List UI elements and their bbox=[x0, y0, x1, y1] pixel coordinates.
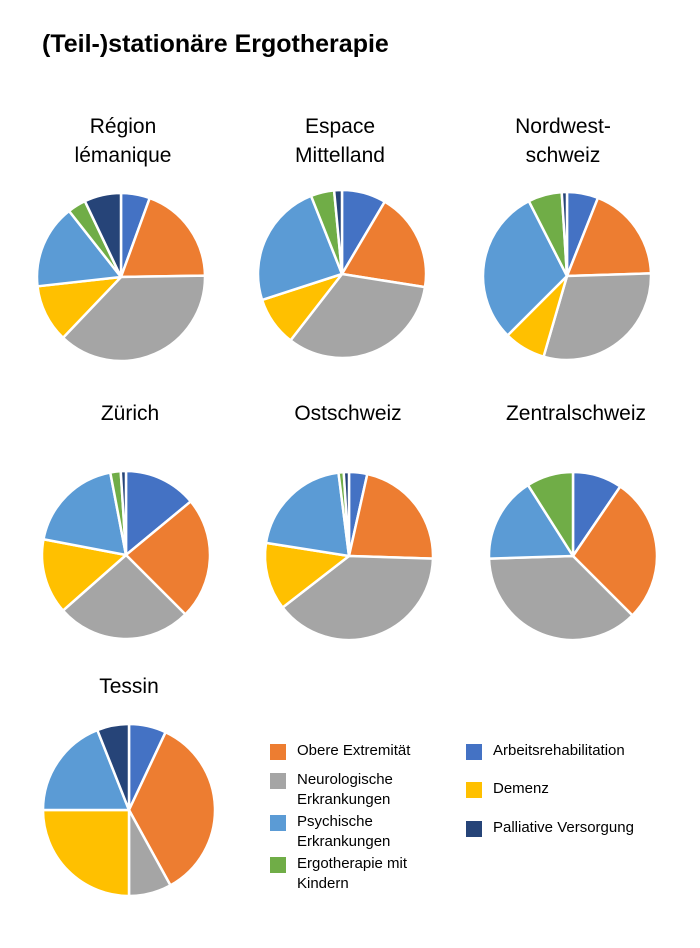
pie-zentralschweiz bbox=[487, 470, 659, 642]
pie-slice-obere bbox=[347, 472, 435, 560]
pie-slice-neuro bbox=[281, 554, 435, 642]
legend-swatch bbox=[270, 815, 286, 831]
pie-slice-palliativ bbox=[83, 191, 123, 279]
pie-slice-neuro bbox=[61, 553, 187, 641]
pie-title-ostschweiz: Ostschweiz bbox=[248, 399, 448, 428]
pie-espace-mittelland bbox=[256, 188, 428, 360]
legend-label: Obere Extremität bbox=[297, 742, 411, 759]
pie-slice-palliativ bbox=[119, 469, 128, 557]
pie-slice-obere bbox=[340, 200, 428, 289]
legend-label: Neurologische Erkrankungen bbox=[297, 771, 393, 808]
legend-swatch bbox=[466, 821, 482, 837]
legend-item-ergotherapie-mit-kindern: Ergotherapie mit Kindern bbox=[270, 854, 437, 894]
legend-label: Psychische Erkrankungen bbox=[297, 813, 391, 850]
pie-slice-psych bbox=[264, 471, 351, 558]
legend-item-psychische-erkrankungen: Psychische Erkrankungen bbox=[270, 812, 407, 852]
pie-title-line: Tessin bbox=[99, 675, 159, 698]
legend-item-demenz: Demenz bbox=[466, 779, 549, 799]
pie-title-line: Ostschweiz bbox=[294, 402, 402, 425]
pie-slice-neuro bbox=[289, 272, 427, 360]
pie-title-line: Zürich bbox=[100, 402, 160, 425]
pie-slice-palliativ bbox=[560, 190, 569, 278]
legend-label: Ergotherapie mit Kindern bbox=[297, 855, 408, 892]
pie-title-line: Zentralschweiz bbox=[505, 402, 647, 425]
pie-slice-obere bbox=[119, 196, 207, 279]
pie-slice-psych bbox=[35, 209, 123, 288]
pie-slice-demenz bbox=[41, 808, 131, 898]
pie-title-line: Nordwest- bbox=[515, 115, 611, 138]
pie-slice-demenz bbox=[40, 538, 128, 612]
legend-swatch bbox=[270, 773, 286, 789]
pie-title-nordwestschweiz: Nordwest- schweiz bbox=[463, 112, 663, 170]
pie-slice-psych bbox=[42, 471, 128, 557]
pie-title-line: Région bbox=[89, 115, 157, 138]
pie-slice-palliativ bbox=[332, 188, 344, 276]
pie-slice-psych bbox=[481, 199, 569, 337]
pie-title-zentralschweiz: Zentralschweiz bbox=[476, 399, 676, 428]
pie-slice-obere bbox=[124, 500, 212, 616]
pie-region-lemanique bbox=[35, 191, 207, 363]
chart-title: (Teil-)stationäre Ergotherapie bbox=[42, 30, 389, 58]
pie-slice-neuro bbox=[487, 554, 634, 642]
pie-slice-arbeit bbox=[124, 469, 192, 557]
legend-swatch bbox=[466, 744, 482, 760]
pie-title-espace-mittelland: Espace Mittelland bbox=[240, 112, 440, 170]
legend-item-obere-extremitaet: Obere Extremität bbox=[270, 741, 410, 761]
legend-label: Palliative Versorgung bbox=[493, 819, 634, 836]
legend-swatch bbox=[466, 782, 482, 798]
pie-zuerich bbox=[40, 469, 212, 641]
pie-slice-psych bbox=[41, 728, 131, 812]
pie-slice-obere bbox=[571, 485, 659, 617]
pie-title-line: Mittelland bbox=[295, 144, 385, 167]
pie-slice-demenz bbox=[263, 541, 351, 609]
legend-label: Demenz bbox=[493, 780, 549, 797]
pie-slice-neuro bbox=[61, 274, 207, 363]
legend-item-palliative-versorgung: Palliative Versorgung bbox=[466, 818, 634, 838]
legend-label: Arbeitsrehabilitation bbox=[493, 742, 625, 759]
pie-title-region-lemanique: Région lémanique bbox=[23, 112, 223, 170]
pie-title-zuerich: Zürich bbox=[30, 399, 230, 428]
pie-slice-kinder bbox=[526, 470, 575, 558]
pie-title-tessin: Tessin bbox=[29, 672, 229, 701]
legend-swatch bbox=[270, 857, 286, 873]
legend-swatch bbox=[270, 744, 286, 760]
pie-title-line: schweiz bbox=[525, 144, 601, 167]
pie-slice-obere bbox=[565, 196, 653, 278]
pie-title-line: Espace bbox=[304, 115, 376, 138]
pie-slice-palliativ bbox=[342, 470, 351, 558]
pie-slice-psych bbox=[487, 483, 575, 560]
pie-slice-neuro bbox=[542, 272, 653, 362]
pie-slice-palliativ bbox=[96, 722, 131, 812]
legend-item-arbeitsrehabilitation: Arbeitsrehabilitation bbox=[466, 741, 625, 761]
pie-title-line: lémanique bbox=[74, 144, 172, 167]
pie-tessin bbox=[41, 722, 217, 898]
legend-item-neurologische-erkrankungen: Neurologische Erkrankungen bbox=[270, 770, 407, 810]
pie-nordwestschweiz bbox=[481, 190, 653, 362]
pie-ostschweiz bbox=[263, 470, 435, 642]
